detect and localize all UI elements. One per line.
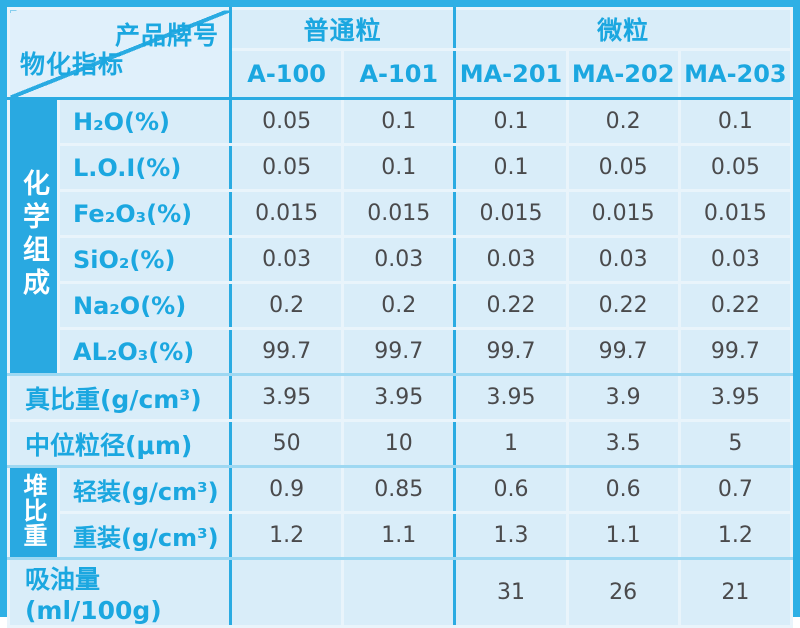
data-cell: 99.7 <box>228 327 345 376</box>
data-cell: 5 <box>677 419 794 468</box>
data-cell: 0.22 <box>453 281 569 330</box>
data-cell: 0.7 <box>677 465 794 514</box>
row-label: 真比重(g/cm³) <box>7 373 232 422</box>
data-cell: 0.1 <box>341 97 457 146</box>
row-label: 吸油量(ml/100g) <box>7 557 232 628</box>
data-cell <box>228 557 345 628</box>
data-cell: 0.2 <box>565 97 681 146</box>
row-label: 重装(g/cm³) <box>57 511 232 560</box>
table-row: AL₂O₃(%) 99.7 99.7 99.7 99.7 99.7 <box>9 327 794 376</box>
data-cell: 0.015 <box>453 189 569 238</box>
data-cell: 3.95 <box>677 373 794 422</box>
row-label: AL₂O₃(%) <box>57 327 232 376</box>
data-cell: 0.03 <box>453 235 569 284</box>
data-cell: 99.7 <box>677 327 794 376</box>
data-cell: 3.95 <box>453 373 569 422</box>
data-cell: 0.2 <box>228 281 345 330</box>
data-cell: 0.22 <box>565 281 681 330</box>
table-row: 中位粒径(μm) 50 10 1 3.5 5 <box>7 419 794 468</box>
header-row-models: A-100 A-101 MA-201 MA-202 MA-203 <box>9 48 794 100</box>
row-group-bulk-density: 堆比重 <box>7 465 60 560</box>
header-row-groups: 产品牌号 物化指标 普通粒 微粒 <box>7 7 793 100</box>
table-row: SiO₂(%) 0.03 0.03 0.03 0.03 0.03 <box>9 235 794 284</box>
column-header-a100: A-100 <box>228 48 345 100</box>
data-cell: 1.2 <box>677 511 794 560</box>
data-cell: 0.85 <box>341 465 457 514</box>
data-cell: 3.95 <box>341 373 457 422</box>
column-header-a101: A-101 <box>341 48 457 100</box>
data-cell: 0.6 <box>565 465 681 514</box>
corner-label-product-brand: 产品牌号 <box>114 21 219 50</box>
data-cell: 0.05 <box>228 143 345 192</box>
data-cell: 0.2 <box>341 281 457 330</box>
data-cell: 0.03 <box>228 235 345 284</box>
data-cell: 0.1 <box>341 143 457 192</box>
data-cell: 26 <box>565 557 681 628</box>
data-cell: 0.1 <box>677 97 794 146</box>
data-cell: 31 <box>453 557 569 628</box>
corner-cell: 产品牌号 物化指标 <box>7 7 232 100</box>
data-cell: 0.03 <box>677 235 794 284</box>
data-cell: 0.05 <box>228 97 345 146</box>
data-cell: 21 <box>677 557 794 628</box>
data-cell: 0.1 <box>453 143 569 192</box>
table-row: 真比重(g/cm³) 3.95 3.95 3.95 3.9 3.95 <box>7 373 794 422</box>
column-header-ma201: MA-201 <box>453 48 569 100</box>
row-label: 中位粒径(μm) <box>7 419 232 468</box>
data-cell: 3.95 <box>228 373 345 422</box>
column-header-ma203: MA-203 <box>677 48 794 100</box>
data-cell: 3.9 <box>565 373 681 422</box>
table-row: 堆比重 轻装(g/cm³) 0.9 0.85 0.6 0.6 0.7 <box>7 465 794 560</box>
data-cell: 0.015 <box>565 189 681 238</box>
corner-label-property-index: 物化指标 <box>20 50 125 79</box>
row-label: Fe₂O₃(%) <box>57 189 232 238</box>
data-cell: 10 <box>341 419 457 468</box>
column-group-ordinary-granule: 普通粒 <box>228 7 457 51</box>
data-cell: 0.05 <box>565 143 681 192</box>
data-cell: 99.7 <box>565 327 681 376</box>
row-label: Na₂O(%) <box>57 281 232 330</box>
data-cell: 0.05 <box>677 143 794 192</box>
table-row: L.O.I(%) 0.05 0.1 0.1 0.05 0.05 <box>9 143 794 192</box>
data-cell: 1 <box>453 419 569 468</box>
data-cell: 99.7 <box>453 327 569 376</box>
data-cell: 0.9 <box>228 465 345 514</box>
data-cell: 1.1 <box>565 511 681 560</box>
data-cell: 0.22 <box>677 281 794 330</box>
data-cell: 0.015 <box>341 189 457 238</box>
data-cell: 99.7 <box>341 327 457 376</box>
data-cell: 0.015 <box>228 189 345 238</box>
row-group-label: 化学组成 <box>18 168 49 301</box>
data-cell: 1.3 <box>453 511 569 560</box>
data-cell: 0.1 <box>453 97 569 146</box>
data-cell: 1.2 <box>228 511 345 560</box>
data-cell: 50 <box>228 419 345 468</box>
row-label: 轻装(g/cm³) <box>57 465 232 514</box>
table-row: 化学组成 H₂O(%) 0.05 0.1 0.1 0.2 0.1 <box>7 97 794 376</box>
data-cell: 0.6 <box>453 465 569 514</box>
data-cell: 1.1 <box>341 511 457 560</box>
table-row: 重装(g/cm³) 1.2 1.1 1.3 1.1 1.2 <box>9 511 794 560</box>
data-cell: 0.015 <box>677 189 794 238</box>
data-cell: 3.5 <box>565 419 681 468</box>
row-group-chemical-composition: 化学组成 <box>7 97 60 376</box>
row-label: SiO₂(%) <box>57 235 232 284</box>
data-cell <box>341 557 457 628</box>
row-group-label: 堆比重 <box>19 473 47 548</box>
row-label: H₂O(%) <box>57 97 232 146</box>
table-row: 吸油量(ml/100g) 31 26 21 <box>7 557 794 628</box>
column-group-micro-granule: 微粒 <box>453 7 793 51</box>
data-cell: 0.03 <box>565 235 681 284</box>
table-row: Na₂O(%) 0.2 0.2 0.22 0.22 0.22 <box>9 281 794 330</box>
row-label: L.O.I(%) <box>57 143 232 192</box>
column-header-ma202: MA-202 <box>565 48 681 100</box>
product-spec-table: 产品牌号 物化指标 普通粒 微粒 A-100 A-101 MA-201 MA-2… <box>7 7 794 628</box>
table-row: Fe₂O₃(%) 0.015 0.015 0.015 0.015 0.015 <box>9 189 794 238</box>
data-cell: 0.03 <box>341 235 457 284</box>
